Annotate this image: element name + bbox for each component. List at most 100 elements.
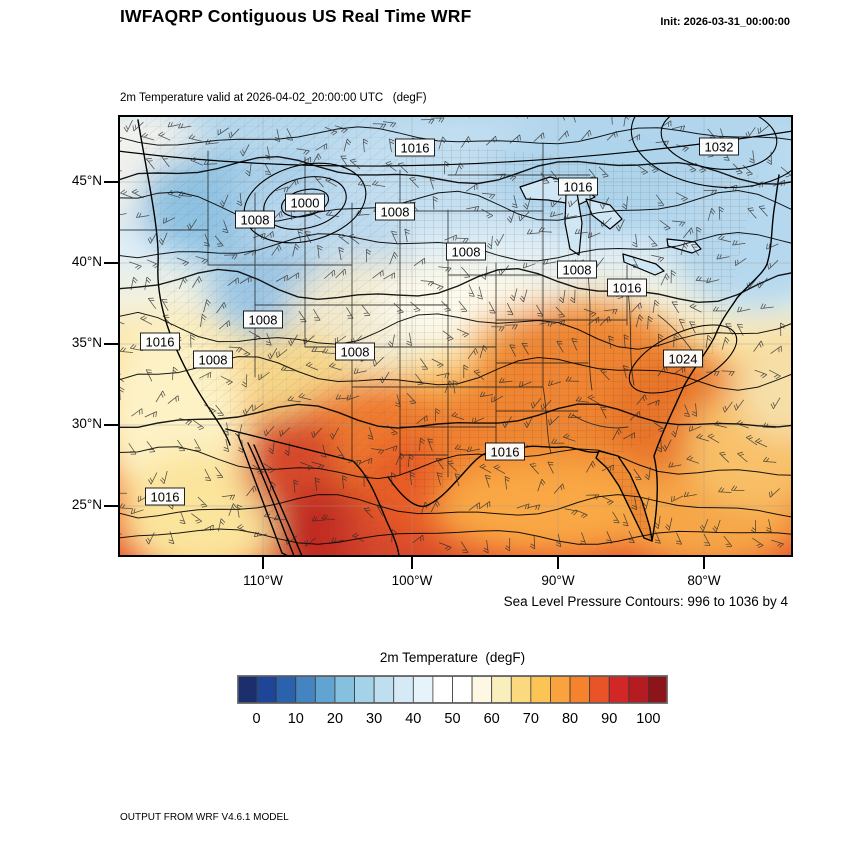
terrain-texture (143, 115, 398, 556)
lat-tick-mark (104, 262, 118, 264)
lat-tick-label: 25°N (71, 497, 102, 512)
lon-tick-label: 110°W (243, 573, 283, 588)
lon-tick-mark (703, 557, 705, 569)
colorbar-cell (373, 676, 395, 703)
colorbar-cell (275, 676, 297, 703)
colorbar-cell (452, 676, 473, 703)
colorbar-cell (628, 676, 649, 703)
colorbar-cell (530, 676, 551, 703)
svg-text:1016: 1016 (146, 335, 175, 350)
svg-text:1016: 1016 (401, 141, 430, 156)
pressure-label: 1008 (193, 350, 233, 369)
pacific-coastline (137, 119, 231, 446)
pressure-label: 1008 (375, 202, 415, 221)
colorbar-tick-label: 80 (561, 711, 579, 727)
slp-contour-note: Sea Level Pressure Contours: 996 to 1036… (503, 594, 788, 609)
svg-text:1008: 1008 (341, 345, 370, 360)
lat-tick-mark (104, 505, 118, 507)
svg-text:1016: 1016 (151, 490, 180, 505)
svg-text:1008: 1008 (381, 205, 410, 220)
lake-erie (622, 253, 665, 276)
lat-tick-mark (104, 181, 118, 183)
colorbar-cell (569, 676, 591, 703)
colorbar-cell (354, 676, 375, 703)
atlantic-coastline (651, 174, 780, 542)
svg-text:1008: 1008 (241, 213, 270, 228)
baja-peninsula-outline (237, 434, 303, 557)
lat-tick-label: 35°N (71, 335, 102, 350)
svg-text:1032: 1032 (705, 140, 734, 155)
pressure-label: 1016 (140, 332, 180, 351)
init-time-label: Init: 2026-03-31_00:00:00 (660, 16, 790, 28)
pressure-label: 1008 (446, 242, 486, 261)
florida-counties (596, 451, 652, 541)
colorbar-tick-label: 70 (522, 711, 539, 727)
pressure-label: 1016 (145, 487, 185, 506)
svg-text:1016: 1016 (491, 445, 520, 460)
colorbar-cell (237, 676, 257, 703)
svg-text:1000: 1000 (291, 196, 320, 211)
colorbar-tick-label: 10 (287, 711, 304, 727)
lat-tick-label: 30°N (71, 416, 102, 431)
lat-tick-label: 45°N (71, 173, 102, 188)
colorbar-cell (589, 676, 610, 703)
colorbar-cell (491, 676, 512, 703)
svg-text:1008: 1008 (452, 245, 481, 260)
colorbar-tick-label: 20 (326, 711, 344, 727)
pressure-label: 1032 (699, 137, 739, 156)
field-line-temperature: 2m Temperature valid at 2026-04-02_20:00… (120, 92, 427, 104)
pressure-label: 1008 (235, 210, 275, 229)
lon-tick-label: 80°W (687, 573, 721, 588)
colorbar-cell (256, 676, 277, 703)
lon-tick-mark (411, 557, 413, 569)
colorbar-cell (334, 676, 355, 703)
pressure-label: 1008 (335, 342, 375, 361)
great-lakes (519, 176, 702, 276)
colorbar (237, 675, 668, 704)
mexico-border (225, 428, 400, 557)
svg-text:1016: 1016 (613, 281, 642, 296)
colorbar-cell (412, 676, 434, 703)
pressure-label: 1016 (485, 442, 525, 461)
colorbar-tick-label: 0 (252, 711, 261, 727)
wind-barbs-layer (118, 115, 792, 554)
svg-text:1008: 1008 (249, 313, 278, 328)
colorbar-tick-label: 30 (366, 711, 383, 727)
lake-huron (585, 198, 623, 230)
lon-tick-mark (262, 557, 264, 569)
pressure-label: 1016 (607, 278, 647, 297)
colorbar-tick-label: 60 (483, 711, 500, 727)
svg-text:1008: 1008 (563, 263, 592, 278)
colorbar-cell (648, 676, 668, 703)
colorbar-tick-label: 40 (405, 711, 422, 727)
lon-tick-label: 100°W (391, 573, 433, 588)
pressure-label: 1008 (557, 260, 597, 279)
lon-tick-mark (557, 557, 559, 569)
map-frame (118, 115, 793, 557)
pressure-label-layer: 1016 1032 1016 1000 1008 1008 1008 1008 1016 1024… (140, 137, 739, 506)
svg-text:1024: 1024 (669, 352, 698, 367)
pressure-label: 1016 (558, 177, 598, 196)
canada-border (118, 130, 793, 167)
colorbar-cell (432, 676, 453, 703)
pressure-label: 1000 (285, 193, 325, 212)
pressure-label: 1016 (395, 138, 435, 157)
plot-title: IWFAQRP Contiguous US Real Time WRF (120, 6, 472, 26)
lat-tick-mark (104, 424, 118, 426)
pressure-label: 1024 (663, 349, 703, 368)
svg-text:1008: 1008 (199, 353, 228, 368)
colorbar-tick-label: 90 (601, 711, 618, 727)
footer: OUTPUT FROM WRF V4.6.1 MODEL WE = 580 ; … (120, 784, 513, 850)
colorbar-cell (550, 676, 571, 703)
svg-text:1016: 1016 (564, 180, 593, 195)
colorbar-cell (471, 676, 493, 703)
footer-model-line: OUTPUT FROM WRF V4.6.1 MODEL (120, 812, 289, 823)
lon-tick-label: 90°W (541, 573, 575, 588)
colorbar-tick-label: 50 (444, 711, 461, 727)
colorbar-cell (510, 676, 532, 703)
colorbar-tick-label: 100 (636, 711, 661, 727)
lat-tick-mark (104, 343, 118, 345)
colorbar-title: 2m Temperature (degF) (379, 650, 526, 665)
lat-tick-label: 40°N (71, 254, 102, 269)
